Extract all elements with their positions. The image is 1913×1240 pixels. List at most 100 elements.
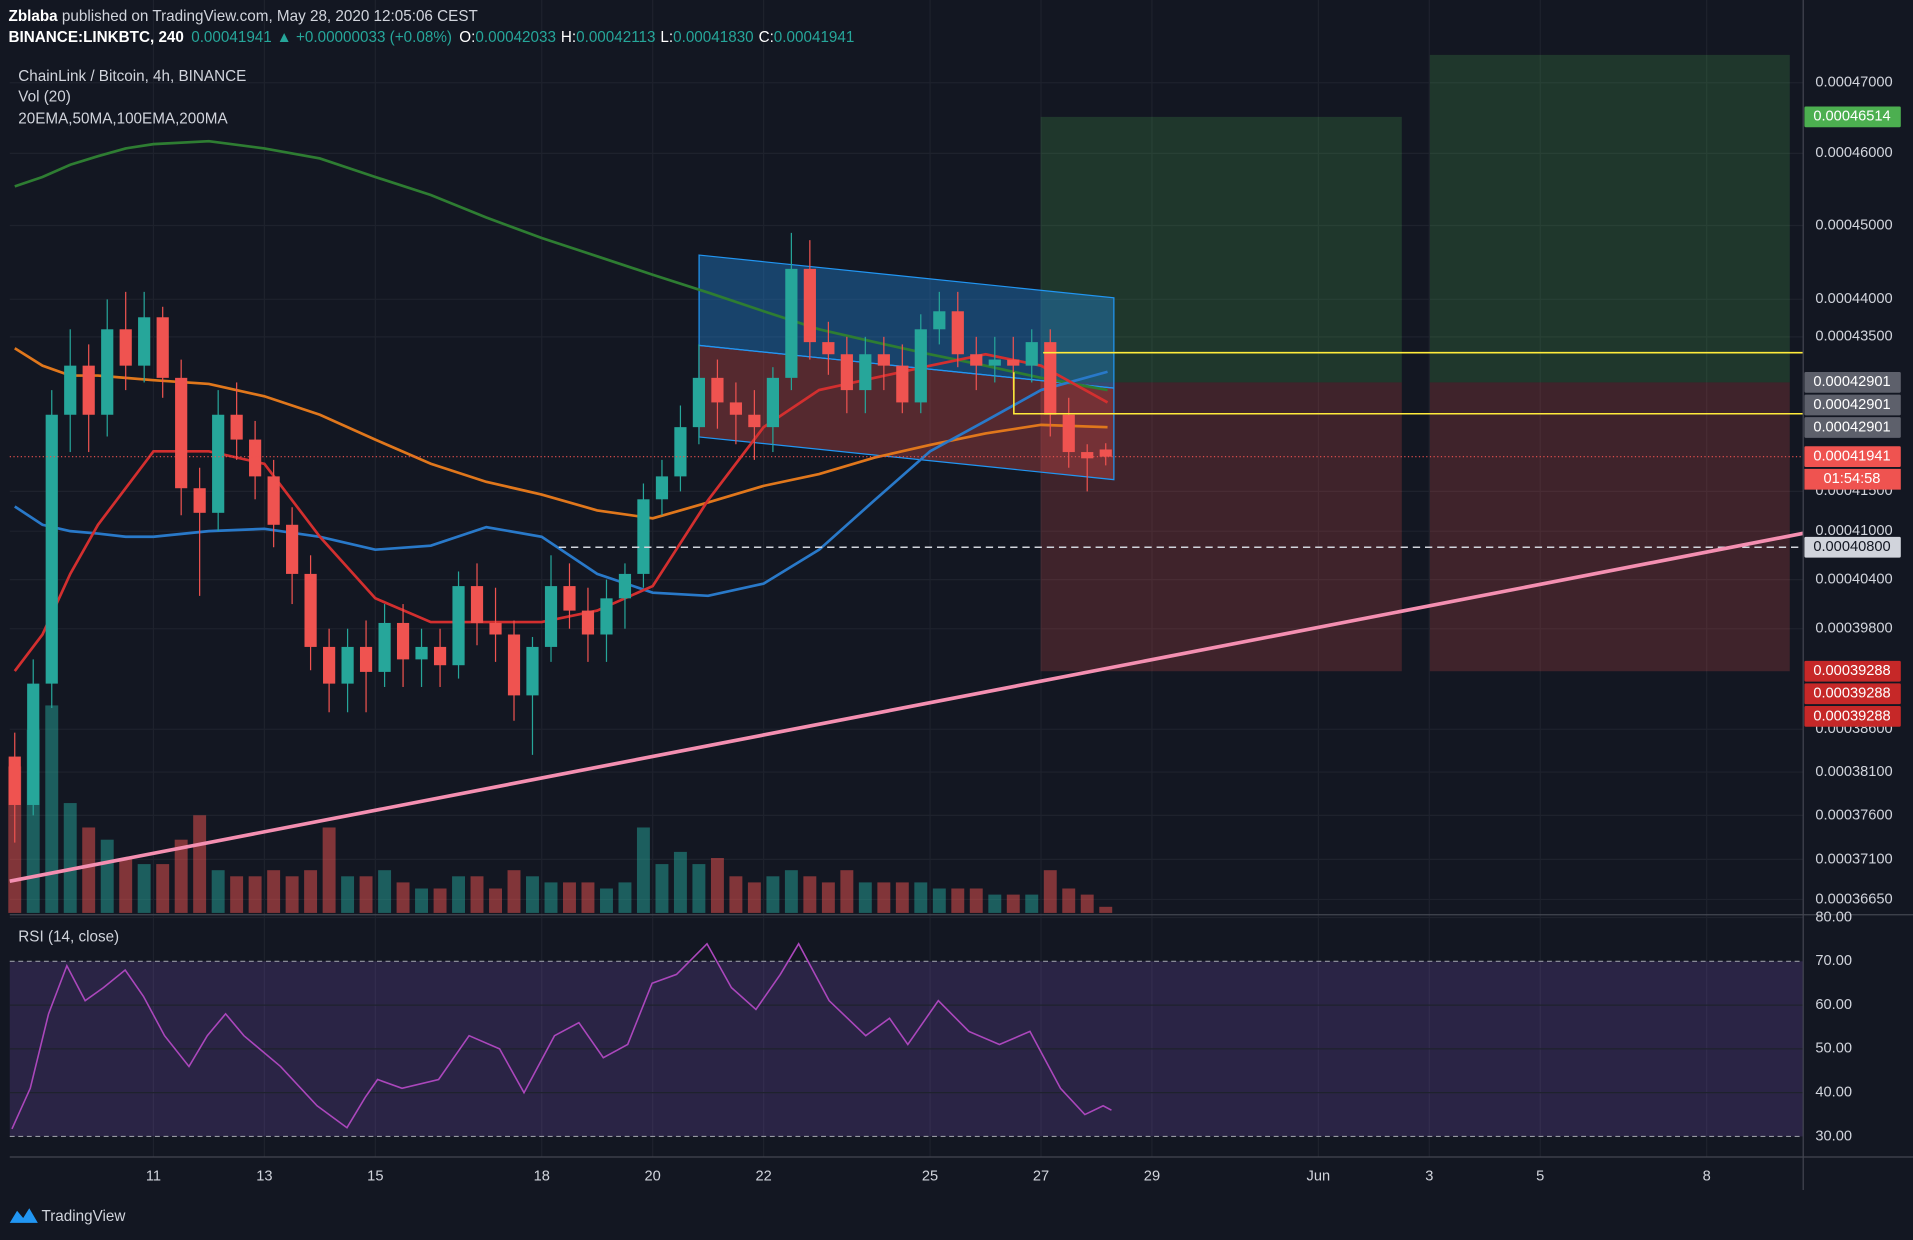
drawings: [9, 351, 1804, 883]
volume-bar: [932, 888, 946, 913]
countdown-box: [1804, 468, 1901, 490]
price-label-box: [1804, 660, 1901, 682]
rsi-line: [11, 942, 1112, 1130]
y-tick-label: 0.00037100: [1815, 851, 1892, 867]
x-tick-label: 29: [1144, 1168, 1160, 1184]
y-tick-label: 0.00045000: [1815, 217, 1892, 233]
volume-bar: [174, 839, 188, 913]
volume-bar: [600, 888, 613, 913]
x-tick-label: 11: [146, 1168, 161, 1184]
rsi-tick-label: 80.00: [1815, 909, 1852, 925]
volume-bar: [1062, 888, 1076, 913]
candle-body: [526, 646, 539, 696]
volume-label: Vol (20): [18, 89, 71, 106]
volume-bar: [1025, 894, 1039, 913]
chart-title: ChainLink / Bitcoin, 4h, BINANCE: [18, 68, 246, 85]
candle-body: [286, 524, 299, 574]
x-tick-label: 25: [922, 1168, 938, 1184]
volume-bar: [988, 894, 1002, 913]
candle-body: [119, 329, 132, 366]
volume-bar: [563, 882, 576, 913]
price-label: 0.00041941: [1813, 449, 1890, 465]
price-label-box: [1804, 706, 1901, 727]
volume-bar: [100, 839, 114, 913]
x-tick-label: 8: [1703, 1168, 1711, 1184]
ohlc-key: L:: [660, 29, 673, 46]
ohlc-value: 0.00042033: [475, 29, 556, 46]
rsi-tick-label: 70.00: [1815, 953, 1852, 969]
volume-bar: [840, 870, 854, 913]
price-label: 0.00039288: [1813, 663, 1890, 679]
x-tick-label: 5: [1536, 1168, 1544, 1184]
candle-body: [156, 317, 169, 378]
candle-body: [896, 365, 909, 403]
candle-body: [729, 402, 742, 415]
y-tick-label: 0.00047000: [1815, 75, 1892, 91]
candle-body: [877, 354, 890, 366]
ohlc-value: 0.00041941: [774, 29, 855, 46]
last: 0.00041941: [191, 29, 272, 46]
y-tick-label: 0.00040400: [1815, 571, 1892, 587]
candle-body: [489, 622, 502, 635]
candle-body: [785, 268, 798, 378]
axes: 11 13 15 18 20 22 25 27 29 Jun 3 5 8 0.00047000 0.0004…: [9, 0, 1913, 1190]
x-tick-label: Jun: [1307, 1168, 1331, 1184]
candle-body: [45, 414, 58, 684]
price-label: 0.00040800: [1813, 539, 1890, 555]
rsi-tick-label: 50.00: [1815, 1041, 1852, 1057]
volume-bar: [322, 827, 336, 913]
ohlc-key: H:: [561, 29, 576, 46]
price-label: 0.00042901: [1813, 397, 1890, 413]
price-label-box: [1804, 417, 1901, 438]
candle-body: [748, 414, 761, 428]
volume-bar: [618, 882, 632, 913]
candle-body: [82, 365, 95, 415]
candle-body: [230, 414, 243, 440]
candle-body: [359, 646, 373, 672]
y-tick-label: 0.00046000: [1815, 145, 1892, 161]
candle-body: [951, 311, 964, 355]
price-label-box: [1804, 683, 1901, 705]
volume-bar: [858, 882, 872, 913]
candle-body: [175, 377, 188, 489]
price-labels: 0.00046514 0.00042901 0.00042901 0.00042901…: [1804, 106, 1901, 727]
candle-body: [341, 646, 354, 684]
countdown: 01:54:58: [1824, 471, 1881, 487]
candle-body: [581, 610, 595, 635]
volume-bar: [710, 857, 724, 913]
price-label: 0.00042901: [1813, 374, 1890, 390]
candle-body: [692, 377, 705, 428]
price-label-box: [1804, 371, 1901, 393]
candle-body: [138, 317, 151, 366]
indicators-label: 20EMA,50MA,100EMA,200MA: [18, 111, 228, 128]
x-tick-label: 22: [755, 1168, 771, 1184]
volume-bar: [526, 876, 539, 913]
price-label: 0.00039288: [1813, 686, 1890, 702]
candle-body: [859, 354, 872, 391]
volume-bar: [211, 870, 225, 913]
volume-bar: [378, 870, 392, 913]
moving-average: [14, 347, 1108, 520]
stop-zone: [1429, 382, 1790, 672]
volume-bar: [396, 882, 410, 913]
volume-bar: [341, 876, 355, 913]
candle-body: [618, 573, 632, 599]
candle-body: [1062, 414, 1075, 453]
candle-body: [1007, 359, 1020, 366]
volume-bar: [895, 882, 909, 913]
volume-bar: [784, 870, 798, 913]
volume-bar: [359, 876, 373, 913]
candle-body: [711, 377, 724, 403]
volume-bar: [304, 870, 318, 913]
y-tick-label: 0.00044000: [1815, 291, 1892, 307]
volume-bar: [969, 888, 983, 913]
volume-bar: [1080, 894, 1094, 913]
volume-bar: [692, 864, 706, 913]
moving-average: [13, 352, 1109, 672]
candle-body: [470, 586, 484, 623]
moving-average: [14, 139, 1108, 392]
candle-body: [433, 646, 447, 666]
volume-bar: [137, 864, 151, 913]
candle-body: [378, 622, 391, 672]
